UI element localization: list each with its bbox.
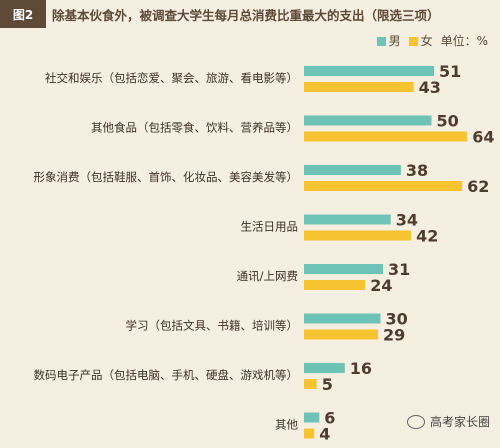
category-label: 数码电子产品（包括电脑、手机、硬盘、游戏机等） <box>34 368 299 382</box>
legend-item-male: 男 <box>376 32 401 49</box>
bar-female <box>304 181 463 191</box>
category-label: 通讯/上网费 <box>237 269 298 283</box>
chart-title: 除基本伙食外，被调查大学生每月总消费比重最大的支出（限选三项） <box>52 7 440 23</box>
value-label: 43 <box>419 78 441 97</box>
bar-female <box>304 82 414 92</box>
legend-swatch-male <box>376 37 386 46</box>
value-label: 51 <box>439 62 461 81</box>
bar-female <box>304 280 366 290</box>
value-label: 30 <box>386 310 408 329</box>
value-label: 38 <box>406 161 428 180</box>
bar-male <box>304 412 320 423</box>
category-label: 其他食品（包括零食、饮料、营养品等） <box>91 121 298 135</box>
bar-female <box>304 379 317 389</box>
value-label: 16 <box>350 359 372 378</box>
watermark: 高考家长圈 <box>406 413 490 430</box>
value-label: 31 <box>388 260 410 279</box>
figure-header: 图2 除基本伙食外，被调查大学生每月总消费比重最大的支出（限选三项） <box>0 0 500 28</box>
figure-number: 图2 <box>0 0 46 28</box>
bar-female <box>304 131 468 142</box>
value-label: 34 <box>396 211 418 230</box>
category-label: 生活日用品 <box>241 220 299 234</box>
value-label: 50 <box>437 112 459 131</box>
value-label: 29 <box>383 326 405 345</box>
bar-male <box>304 363 345 373</box>
legend-item-female: 女 <box>408 32 433 49</box>
bar-male <box>304 115 432 126</box>
category-label: 社交和娱乐（包括恋爱、聚会、旅游、看电影等） <box>45 71 298 85</box>
legend-label-male: 男 <box>388 34 401 48</box>
legend-label-female: 女 <box>420 34 433 48</box>
bar-male <box>304 313 381 324</box>
value-label: 4 <box>319 425 330 444</box>
bar-male <box>304 66 435 76</box>
chart-legend: 男 女 单位：% <box>376 32 488 49</box>
bar-male <box>304 214 391 225</box>
bar-female <box>304 428 315 439</box>
category-label: 形象消费（包括鞋服、首饰、化妆品、美容美发等） <box>34 170 299 184</box>
legend-swatch-female <box>408 37 418 46</box>
value-label: 64 <box>472 128 494 147</box>
bar-male <box>304 264 384 274</box>
value-label: 24 <box>370 276 392 295</box>
category-label: 其他 <box>275 418 298 432</box>
value-label: 62 <box>467 177 489 196</box>
bar-female <box>304 230 412 241</box>
watermark-text: 高考家长圈 <box>429 415 490 429</box>
legend-unit: 单位：% <box>440 34 488 48</box>
bar-female <box>304 329 378 340</box>
value-label: 5 <box>322 375 333 394</box>
wechat-logo-icon <box>406 414 425 429</box>
value-label: 6 <box>324 409 335 428</box>
category-label: 学习（包括文具、书籍、培训等） <box>126 319 299 333</box>
bar-male <box>304 165 401 175</box>
value-label: 42 <box>416 227 438 246</box>
